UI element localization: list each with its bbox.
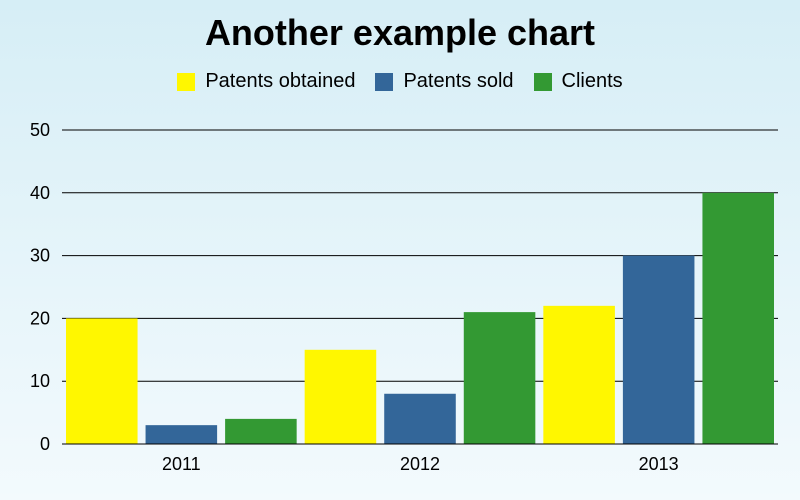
legend-swatch-patents-obtained bbox=[177, 72, 196, 91]
x-tick-label: 2011 bbox=[162, 454, 201, 474]
bar-patents-obtained-2011 bbox=[66, 318, 138, 444]
legend-swatch-clients bbox=[533, 72, 552, 91]
y-tick-label: 30 bbox=[30, 246, 50, 266]
chart-title: Another example chart bbox=[204, 12, 596, 53]
y-tick-label: 50 bbox=[30, 120, 50, 140]
y-tick-label: 0 bbox=[40, 434, 50, 454]
bar-patents-sold-2011 bbox=[145, 425, 218, 444]
bar-patents-obtained-2012 bbox=[304, 349, 377, 444]
bar-patents-obtained-2013 bbox=[543, 305, 615, 444]
legend-label-patents-obtained: Patents obtained bbox=[205, 70, 356, 92]
legend-label-clients: Clients bbox=[561, 70, 623, 92]
bar-clients-2013 bbox=[702, 192, 774, 444]
legend-item-patents-sold: Patents sold bbox=[375, 70, 514, 93]
y-tick-label: 10 bbox=[30, 371, 50, 391]
legend-label-patents-sold: Patents sold bbox=[403, 70, 514, 92]
legend: Patents obtained Patents sold Clients bbox=[0, 70, 800, 93]
bar-clients-2012 bbox=[463, 312, 536, 444]
bar-patents-sold-2012 bbox=[384, 393, 456, 444]
x-tick-label: 2012 bbox=[400, 454, 440, 474]
y-tick-label: 40 bbox=[30, 183, 50, 203]
y-tick-label: 20 bbox=[30, 308, 50, 328]
bar-clients-2011 bbox=[225, 418, 297, 444]
legend-item-patents-obtained: Patents obtained bbox=[177, 70, 355, 93]
bar-patents-sold-2013 bbox=[622, 255, 695, 444]
x-tick-label: 2013 bbox=[639, 454, 679, 474]
legend-swatch-patents-sold bbox=[375, 72, 394, 91]
legend-item-clients: Clients bbox=[533, 70, 623, 93]
